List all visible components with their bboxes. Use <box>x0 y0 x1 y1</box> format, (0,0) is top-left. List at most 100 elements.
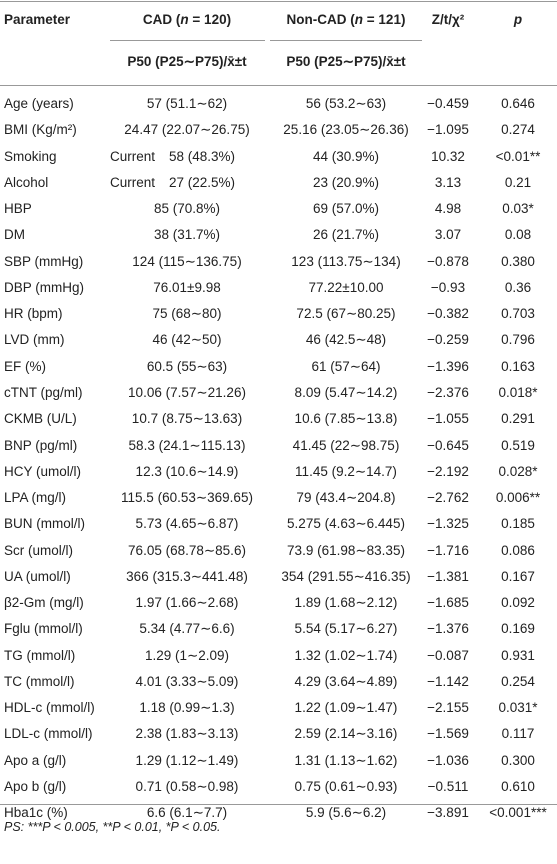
non-cad-value: 5.275 (4.63∼6.445) <box>287 516 405 532</box>
non-cad-subheader: P50 (P25∼P75)/x̄±t <box>286 54 406 69</box>
cad-value: 24.47 (22.07∼26.75) <box>124 122 250 138</box>
p-value: 0.646 <box>501 96 535 111</box>
parameter: LPA (mg/l) <box>4 490 67 506</box>
non-cad-value: 56 (53.2∼63) <box>305 96 387 111</box>
statistic-value: −1.055 <box>427 411 469 427</box>
cad-value: 1.97 (1.66∼2.68) <box>135 595 239 611</box>
non-cad-value: 77.22±10.00 <box>308 279 384 295</box>
cad-value: 2.38 (1.83∼3.13) <box>135 726 239 742</box>
cad-value: 6.6 (6.1∼7.7) <box>146 805 228 821</box>
non-cad-value: 11.45 (9.2∼14.7) <box>295 463 397 479</box>
statistic-value: −0.511 <box>427 779 469 795</box>
p-value: 0.291 <box>501 411 535 427</box>
p-value: 0.610 <box>501 779 535 795</box>
non-cad-header-part: Non-CAD ( <box>286 12 355 27</box>
non-cad-value: 69 (57.0%) <box>312 201 380 217</box>
cad-value: 1.29 (1.12∼1.49) <box>135 752 239 768</box>
parameter: Scr (umol/l) <box>4 542 74 558</box>
statistic-value: −1.325 <box>427 516 469 532</box>
cad-value: 60.5 (55∼63) <box>146 358 228 374</box>
cad-value: 366 (315.3∼441.48) <box>126 568 248 584</box>
cad-value: 124 (115∼136.75) <box>132 253 242 269</box>
cad-value: 27 (22.5%) <box>168 174 236 190</box>
non-cad-value: 1.31 (1.13∼1.62) <box>294 752 398 768</box>
statistic-value: 3.13 <box>434 174 462 190</box>
non-cad-value: 26 (21.7%) <box>312 227 380 243</box>
statistic-value: −1.396 <box>427 358 469 374</box>
p-value: 0.006** <box>495 490 541 506</box>
header-rule <box>0 85 557 86</box>
statistic-value: −0.93 <box>430 279 466 295</box>
parameter: LDL-c (mmol/l) <box>4 726 93 742</box>
cad-value: 57 (51.1∼62) <box>146 96 228 111</box>
parameter: Apo b (g/l) <box>4 779 67 795</box>
p-value: 0.300 <box>501 752 535 768</box>
cad-value: 4.01 (3.33∼5.09) <box>135 673 239 689</box>
p-value: 0.163 <box>501 358 535 374</box>
p-value: 0.254 <box>501 673 535 689</box>
cad-value: 0.71 (0.58∼0.98) <box>135 779 239 795</box>
non-cad-value: 25.16 (23.05∼26.36) <box>283 122 409 138</box>
statistic-value: 3.07 <box>434 227 462 243</box>
cad-value: 58 (48.3%) <box>168 148 236 164</box>
non-cad-value: 123 (113.75∼134) <box>291 253 401 269</box>
p-value: 0.21 <box>504 174 532 190</box>
parameter: Smoking <box>4 148 57 164</box>
statistic-value: −0.259 <box>427 332 469 348</box>
p-value: 0.931 <box>501 647 535 663</box>
non-cad-value: 5.54 (5.17∼6.27) <box>294 621 398 637</box>
parameter: HCY (umol/l) <box>4 463 82 479</box>
parameter: Hba1c (%) <box>4 805 68 821</box>
p-value: 0.796 <box>501 332 535 348</box>
non-cad-value: 46 (42.5∼48) <box>305 332 387 348</box>
cad-value: 5.73 (4.65∼6.87) <box>135 516 239 532</box>
cad-value: 10.06 (7.57∼21.26) <box>128 384 246 400</box>
non-cad-value: 72.5 (67∼80.25) <box>296 306 396 322</box>
p-value: 0.274 <box>501 122 535 138</box>
parameter: HDL-c (mmol/l) <box>4 700 95 716</box>
cad-header-part: CAD ( <box>142 12 181 27</box>
parameter-header: Parameter <box>4 12 71 27</box>
cad-header: CAD (n = 120) <box>143 12 231 28</box>
statistic-value: −3.891 <box>427 805 469 821</box>
statistic-value: −1.716 <box>427 542 469 558</box>
parameter: DM <box>4 227 25 243</box>
cad-group: Current <box>110 148 156 164</box>
p-value: 0.185 <box>501 516 535 532</box>
p-value: 0.03* <box>502 201 534 217</box>
p-value: <0.01** <box>495 148 541 164</box>
cad-header-part: n <box>180 12 189 27</box>
statistic-value: −1.095 <box>427 122 469 138</box>
statistic-value: −0.878 <box>427 253 469 269</box>
parameter: CKMB (U/L) <box>4 411 77 427</box>
statistic-value: −2.155 <box>427 700 469 716</box>
p-value: 0.169 <box>501 621 535 637</box>
parameter: BUN (mmol/l) <box>4 516 85 532</box>
statistic-value: −1.036 <box>427 752 469 768</box>
non-cad-value: 354 (291.55∼416.35) <box>281 568 411 584</box>
cad-value: 76.05 (68.78∼85.6) <box>128 542 246 558</box>
parameter: Age (years) <box>4 96 74 111</box>
statistic-value: 4.98 <box>434 201 462 217</box>
non-cad-rule <box>270 40 422 41</box>
statistic-value: −2.762 <box>427 490 469 506</box>
cad-value: 85 (70.8%) <box>153 201 221 217</box>
parameter: UA (umol/l) <box>4 568 71 584</box>
p-value: 0.028* <box>498 463 538 479</box>
p-value: 0.703 <box>501 306 535 322</box>
parameter: EF (%) <box>4 358 46 374</box>
parameter: LVD (mm) <box>4 332 65 348</box>
p-value: 0.380 <box>501 253 535 269</box>
parameter: HR (bpm) <box>4 306 63 322</box>
bottom-rule <box>0 804 557 805</box>
top-rule <box>0 1 557 2</box>
parameter: Fglu (mmol/l) <box>4 621 83 637</box>
non-cad-value: 8.09 (5.47∼14.2) <box>294 384 398 400</box>
non-cad-value: 1.22 (1.09∼1.47) <box>294 700 398 716</box>
non-cad-value: 41.45 (22∼98.75) <box>292 437 400 453</box>
cad-value: 46 (42∼50) <box>152 332 222 348</box>
parameter: β2-Gm (mg/l) <box>4 595 84 611</box>
parameter: Apo a (g/l) <box>4 752 67 768</box>
non-cad-value: 10.6 (7.85∼13.8) <box>294 411 398 427</box>
